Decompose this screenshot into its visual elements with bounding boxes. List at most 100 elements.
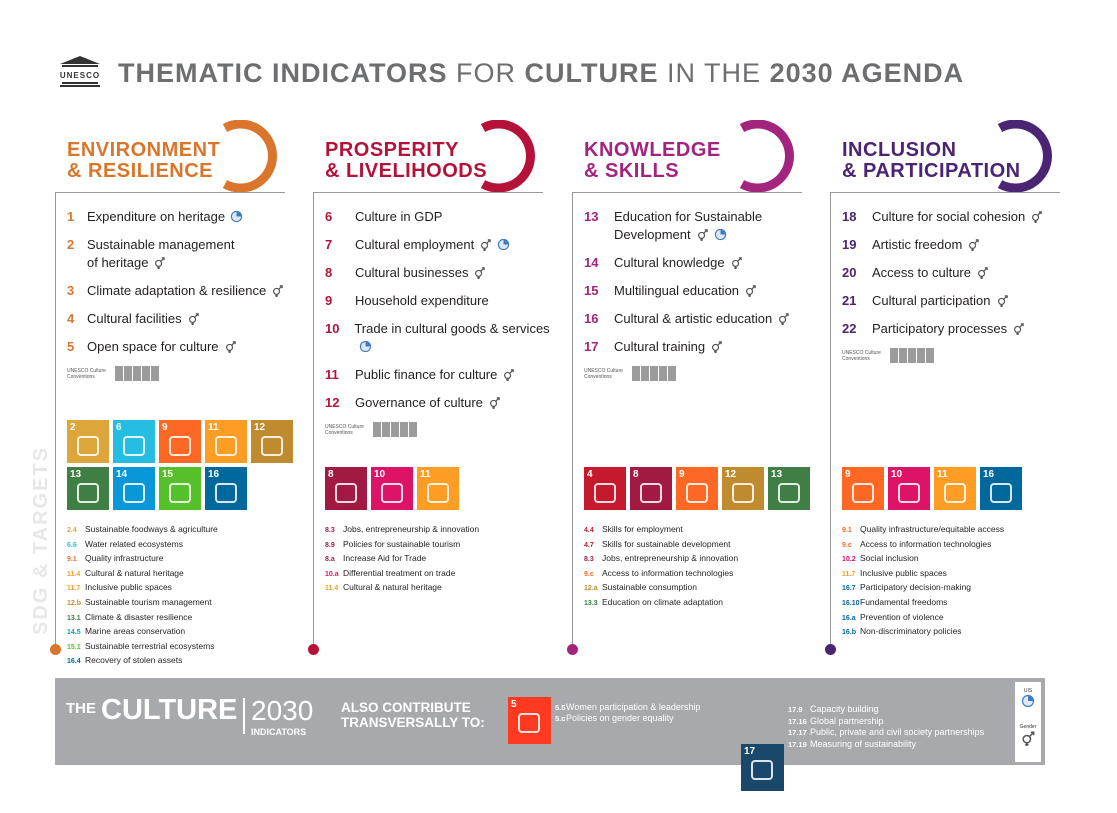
hline (830, 192, 1060, 193)
indicator: 11 Public finance for culture (325, 366, 563, 384)
title-part: THEMATIC INDICATORS (118, 58, 448, 88)
convention-box (917, 348, 925, 363)
target: 6.6 Water related ecosystems (67, 538, 218, 553)
theme-column: INCLUSION & PARTICIPATION 18 Culture for so… (825, 120, 1082, 660)
target-text: Skills for employment (602, 524, 683, 534)
sdg-pictogram (518, 713, 540, 733)
target-text: Quality infrastructure/equitable access (860, 524, 1005, 534)
indicator-label: Cultural & artistic education (614, 310, 790, 328)
sidebar: SDG & TARGETS (30, 446, 52, 635)
legend-uis: UIS (1023, 688, 1033, 694)
footer-targets: 17.9 Capacity building 17.16 Global partner… (788, 704, 984, 750)
indicator: 22 Participatory processes (842, 320, 1043, 338)
theme-ring (480, 120, 535, 193)
label-line: Culture for social cohesion (872, 208, 1043, 226)
target-code: 8.3 (325, 527, 335, 534)
conventions: UNESCO Culture Conventions (67, 366, 284, 381)
target-code: 13.1 (67, 614, 81, 622)
gender-icon (731, 257, 742, 269)
target: 13.1 Climate & disaster resilience (67, 611, 218, 626)
target: 11.4 Cultural & natural heritage (325, 581, 479, 596)
indicator: 20 Access to culture (842, 264, 1043, 282)
sdg-icon: 4 (584, 467, 626, 510)
gender-icon (697, 229, 708, 241)
target-list: 4.4 Skills for employment 4.7 Skills for su… (584, 523, 738, 611)
theme-title: INCLUSION & PARTICIPATION (842, 140, 1021, 182)
target: 16.a Prevention of violence (842, 611, 1004, 626)
target-code: 13.3 (584, 599, 598, 607)
indicator-label: Cultural businesses (355, 264, 486, 282)
title-line: PROSPERITY (325, 139, 459, 161)
indicator-label: Participatory processes (872, 320, 1025, 338)
convention-box (650, 366, 658, 381)
sdg-icon: 11 (417, 467, 459, 510)
sdg-icons: 4 8 9 12 13 (584, 467, 824, 510)
indicator-number: 11 (325, 367, 339, 382)
end-dot (50, 644, 61, 655)
sdg-pictogram (990, 483, 1012, 503)
label-line: Cultural employment (355, 236, 510, 254)
indicator: 7 Cultural employment (325, 236, 563, 254)
indicator-number: 13 (584, 209, 599, 224)
target-code: 9.c (842, 541, 852, 549)
target-text: Measuring of sustainability (810, 738, 917, 749)
conventions-label: UNESCO Culture Conventions (584, 367, 623, 380)
target-code: 16.b (842, 629, 857, 637)
indicator: 4 Cultural facilities (67, 310, 284, 328)
gender-icon (475, 267, 486, 279)
conventions: UNESCO Culture Conventions (584, 366, 790, 381)
title-line: KNOWLEDGE (584, 139, 721, 161)
indicator: 13 Education for Sustainable Development (584, 208, 790, 244)
indicator-number: 19 (842, 237, 857, 252)
target: 8.a Increase Aid for Trade (325, 552, 479, 567)
indicator: 21 Cultural participation (842, 292, 1043, 310)
target-text: Education on climate adaptation (602, 596, 723, 607)
indicator-label: Artistic freedom (872, 236, 980, 254)
theme-title: KNOWLEDGE & SKILLS (584, 140, 721, 182)
footer-groups: 5 5.5Women participation & leadership 5.cP… (55, 678, 1045, 791)
footer-indicators: INDICATORS (251, 727, 307, 737)
indicator-label: Education for Sustainable Development (614, 208, 762, 244)
target: 4.4 Skills for employment (584, 523, 738, 538)
sdg-icon: 2 (67, 420, 109, 463)
unesco-logo: UNESCO (60, 56, 100, 87)
conventions: UNESCO Culture Conventions (325, 422, 563, 437)
target-text: Non-discriminatory policies (860, 626, 962, 637)
convention-box (668, 366, 676, 381)
gender-icon (225, 341, 236, 353)
sdg-icons: 9 10 11 16 (842, 467, 1082, 510)
gender-icon (969, 239, 980, 251)
sdg-icon: 15 (159, 467, 201, 510)
sdg-icon: 9 (676, 467, 718, 510)
gender-icon (712, 341, 722, 353)
convention-box (373, 422, 381, 437)
target-list: 2.4 Sustainable foodways & agriculture 6.6… (67, 523, 218, 669)
target-text: Jobs, entrepreneurship & innovation (602, 553, 739, 564)
target: 14.5 Marine areas conservation (67, 625, 218, 640)
label-line: Cultural knowledge (614, 254, 743, 272)
theme-ring (997, 120, 1052, 193)
theme-ring (222, 120, 277, 193)
indicator-number: 6 (325, 209, 333, 224)
contribute-line: TRANSVERSALLY TO: (341, 715, 485, 730)
title-part: IN THE (667, 58, 762, 88)
indicator-number: 10 (325, 321, 340, 336)
vline (313, 192, 314, 650)
target-list: 8.3 Jobs, entrepreneurship & innovation 8.… (325, 523, 479, 596)
sdg-pictogram (77, 436, 99, 456)
indicator-number: 4 (67, 311, 75, 326)
indicator: 18 Culture for social cohesion (842, 208, 1043, 226)
sdg-icon: 13 (67, 467, 109, 510)
target-text: Public, private and civil society partne… (810, 727, 985, 737)
indicator-number: 5 (67, 339, 75, 354)
target: 11.7 Inclusive public spaces (67, 581, 218, 596)
label-line: Culture in GDP (355, 209, 443, 224)
target-text: Inclusive public spaces (85, 582, 172, 593)
theme-column: ENVIRONMENT & RESILIENCE 1 Expenditure on h… (50, 120, 305, 665)
sdg-pictogram (594, 483, 616, 503)
end-dot (308, 644, 319, 655)
footer-target: 5.5Women participation & leadership (555, 702, 700, 713)
indicator: 15 Multilingual education (584, 282, 790, 300)
target-text: Cultural & natural heritage (85, 567, 184, 578)
theme-title: ENVIRONMENT & RESILIENCE (67, 140, 220, 182)
